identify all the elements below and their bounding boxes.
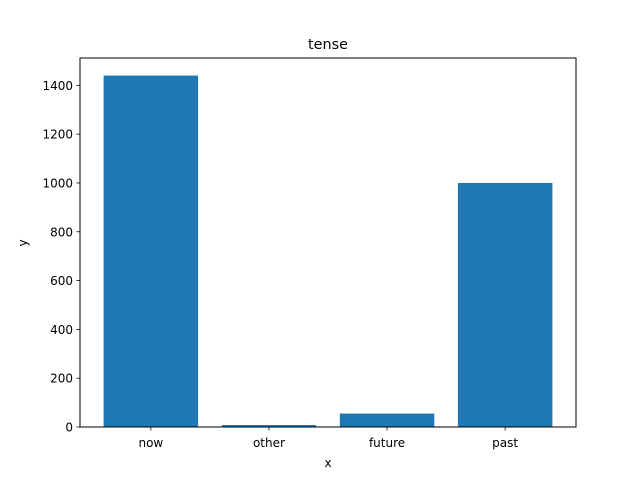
x-tick-label: other [253,436,285,450]
y-tick-label: 0 [65,421,73,435]
bar-other [221,425,317,427]
bar-future [339,413,435,427]
plot-frame [79,57,577,428]
x-tick-label: past [492,436,518,450]
y-tick-label: 1400 [42,79,73,93]
bars-group [103,75,553,428]
x-tick-label: now [138,436,163,450]
y-tick-label: 400 [50,323,73,337]
y-ticks-group: 0 200 400 600 800 1000 1200 1400 [42,79,80,435]
x-tick-label: future [369,436,405,450]
chart-title: tense [308,37,348,53]
y-tick-label: 600 [50,274,73,288]
y-tick-label: 800 [50,225,73,239]
x-axis-label: x [324,456,331,470]
y-axis-label: y [16,239,30,246]
bar-past [457,182,553,427]
y-tick-label: 200 [50,372,73,386]
x-ticks-group: now other future past [138,427,518,450]
y-tick-label: 1200 [42,128,73,142]
y-tick-label: 1000 [42,176,73,190]
bar-now [103,75,199,428]
